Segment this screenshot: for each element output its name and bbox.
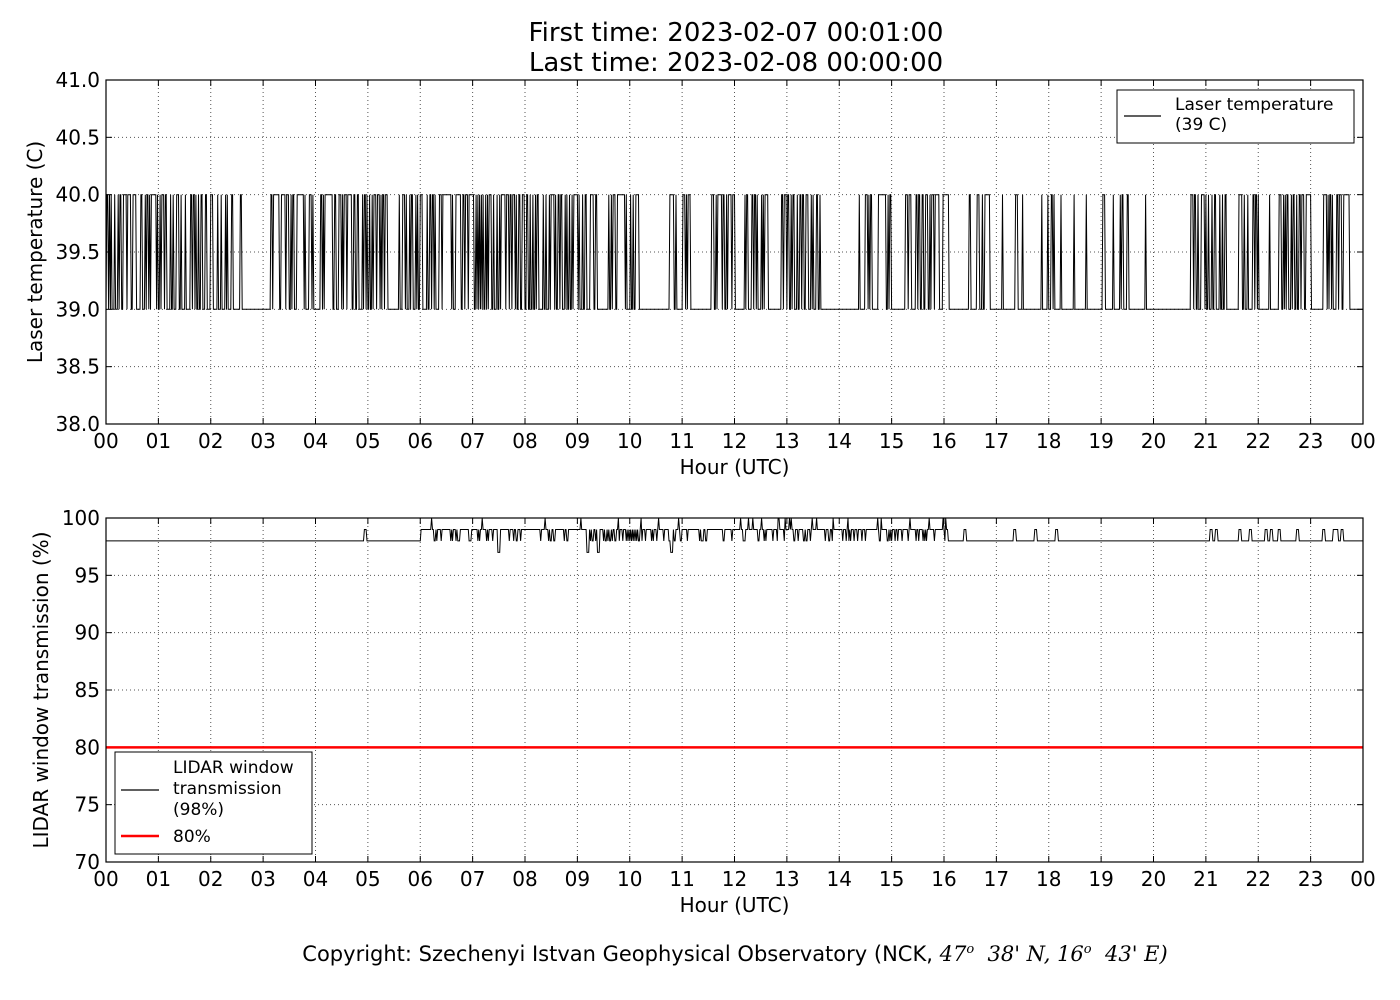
top-xtick-label: 00	[93, 429, 118, 453]
top-legend: Laser temperature(39 C)	[1116, 89, 1355, 144]
bottom-xtick-label: 07	[460, 867, 485, 891]
top-xtick-label: 22	[1246, 429, 1271, 453]
top-xlabel: Hour (UTC)	[680, 455, 790, 479]
bottom-ytick-label: 70	[75, 850, 100, 874]
bottom-xtick-label: 14	[827, 867, 852, 891]
top-xtick-label: 19	[1088, 429, 1113, 453]
top-ytick-label: 39.0	[55, 297, 100, 321]
chart-title-line-1: First time: 2023-02-07 00:01:00	[528, 18, 944, 48]
copyright-text: Copyright: Szechenyi Istvan Geophysical …	[302, 942, 940, 966]
top-ytick-label: 40.0	[55, 183, 100, 207]
top-xtick-label: 11	[669, 429, 694, 453]
top-xtick-label: 16	[931, 429, 956, 453]
top-xtick-label: 17	[984, 429, 1009, 453]
bottom-ytick-label: 90	[75, 621, 100, 645]
top-ytick-label: 41.0	[55, 68, 100, 92]
bottom-xtick-label: 18	[1036, 867, 1061, 891]
bottom-legend-label-line1: LIDAR window	[173, 758, 294, 778]
top-xtick-label: 06	[408, 429, 433, 453]
top-xtick-label: 13	[774, 429, 799, 453]
top-plot-frame	[105, 79, 1364, 425]
bottom-xtick-label: 03	[250, 867, 275, 891]
bottom-ytick-label: 95	[75, 563, 100, 587]
bottom-xtick-label: 06	[408, 867, 433, 891]
top-xtick-label: 07	[460, 429, 485, 453]
bottom-xtick-label: 20	[1141, 867, 1166, 891]
top-xtick-label: 04	[303, 429, 328, 453]
top-ytick-label: 39.5	[55, 240, 100, 264]
top-xtick-label: 12	[722, 429, 747, 453]
top-xtick-label: 08	[512, 429, 537, 453]
latitude-minutes: 38' N,	[987, 942, 1058, 966]
bottom-xtick-label: 11	[669, 867, 694, 891]
longitude-minutes: 43' E)	[1104, 942, 1168, 966]
bottom-xtick-label: 19	[1088, 867, 1113, 891]
bottom-ytick-label: 75	[75, 793, 100, 817]
bottom-xtick-label: 09	[565, 867, 590, 891]
top-ylabel: Laser temperature (C)	[23, 141, 47, 363]
bottom-ytick-label: 85	[75, 678, 100, 702]
bottom-xtick-label: 12	[722, 867, 747, 891]
bottom-plot-frame	[105, 517, 1364, 863]
top-xtick-label: 01	[146, 429, 171, 453]
bottom-legend-label-line2: transmission	[173, 779, 282, 799]
lidar-transmission-panel: 00 01 02 03 04 05 06 07 08 09 10 11 12 13 14 15 16 17 18 19…	[29, 506, 1376, 917]
top-xtick-label: 20	[1141, 429, 1166, 453]
top-xtick-label: 03	[250, 429, 275, 453]
bottom-xtick-label: 00	[1350, 867, 1375, 891]
bottom-xtick-label: 01	[146, 867, 171, 891]
bottom-ytick-label: 80	[75, 735, 100, 759]
top-xtick-label: 09	[565, 429, 590, 453]
top-ytick-label: 38.5	[55, 355, 100, 379]
bottom-legend-threshold-label: 80%	[173, 827, 211, 847]
bottom-xtick-label: 04	[303, 867, 328, 891]
bottom-xtick-label: 21	[1193, 867, 1218, 891]
top-xtick-label: 02	[198, 429, 223, 453]
bottom-xtick-label: 16	[931, 867, 956, 891]
bottom-xtick-label: 02	[198, 867, 223, 891]
bottom-xtick-label: 15	[879, 867, 904, 891]
bottom-xtick-label: 22	[1246, 867, 1271, 891]
bottom-xtick-label: 13	[774, 867, 799, 891]
bottom-xtick-label: 05	[355, 867, 380, 891]
top-legend-label-line1: Laser temperature	[1175, 95, 1333, 115]
copyright-footer: Copyright: Szechenyi Istvan Geophysical …	[0, 936, 1400, 968]
top-xtick-label: 21	[1193, 429, 1218, 453]
top-ytick-label: 38.0	[55, 412, 100, 436]
chart-title-line-2: Last time: 2023-02-08 00:00:00	[528, 48, 944, 78]
latitude-degrees: 47o	[939, 942, 975, 966]
laser-temperature-panel: 00 01 02 03 04 05 06 07 08 09 10 11 12 13 14 15 16 17 18 19…	[23, 68, 1376, 479]
lidar-transmission-series-line	[106, 517, 1363, 553]
top-xtick-label: 05	[355, 429, 380, 453]
laser-temperature-series-line	[105, 194, 1363, 310]
top-xtick-label: 00	[1350, 429, 1375, 453]
longitude-degrees: 16o	[1057, 942, 1092, 966]
top-legend-label-line2: (39 C)	[1175, 115, 1227, 135]
top-xtick-label: 18	[1036, 429, 1061, 453]
top-ytick-label: 40.5	[55, 125, 100, 149]
bottom-xlabel: Hour (UTC)	[680, 893, 790, 917]
top-xtick-label: 10	[617, 429, 642, 453]
bottom-xtick-label: 08	[512, 867, 537, 891]
bottom-xtick-label: 17	[984, 867, 1009, 891]
bottom-ytick-label: 100	[62, 506, 100, 530]
bottom-xtick-label: 10	[617, 867, 642, 891]
bottom-ylabel: LIDAR window transmission (%)	[29, 532, 53, 849]
bottom-xtick-label: 00	[93, 867, 118, 891]
bottom-legend-label-line3: (98%)	[173, 800, 224, 820]
top-xtick-label: 15	[879, 429, 904, 453]
top-xtick-label: 23	[1298, 429, 1323, 453]
bottom-xtick-label: 23	[1298, 867, 1323, 891]
top-xtick-label: 14	[827, 429, 852, 453]
